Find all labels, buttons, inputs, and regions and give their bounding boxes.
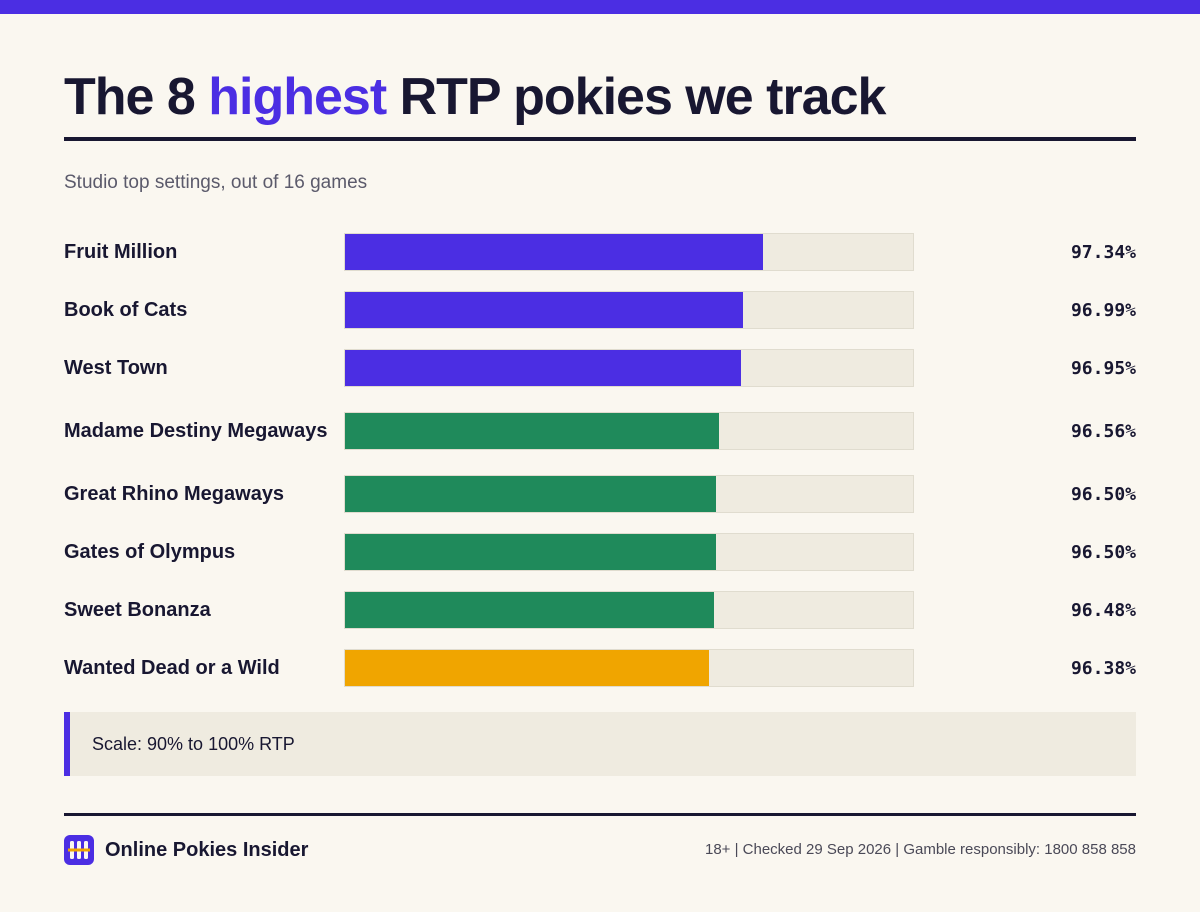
bar-label: Wanted Dead or a Wild (64, 656, 280, 679)
bar-fill (345, 413, 719, 449)
bar-fill (345, 350, 741, 386)
bar-value-label: 96.95% (1070, 357, 1136, 379)
chart-row: Great Rhino Megaways 96.50% (64, 474, 1136, 514)
bar-fill (345, 650, 709, 686)
bar-value-label: 96.48% (1070, 599, 1136, 621)
bar-track (344, 349, 914, 387)
bar-label: Great Rhino Megaways (64, 482, 285, 505)
bar-track (344, 233, 914, 271)
bar-track (344, 649, 914, 687)
scale-note-text: Scale: 90% to 100% RTP (92, 733, 295, 754)
chart-row: Sweet Bonanza 96.48% (64, 590, 1136, 630)
bar-fill (345, 534, 716, 570)
bar-value-label: 96.38% (1070, 657, 1136, 679)
bar-label: Madame Destiny Megaways (64, 419, 328, 442)
bar-label: Book of Cats (64, 298, 188, 321)
footer-disclaimer: 18+ | Checked 29 Sep 2026 | Gamble respo… (704, 841, 1136, 858)
bar-fill (345, 292, 743, 328)
chart-subtitle: Studio top settings, out of 16 games (64, 172, 368, 193)
title-highlight: highest (208, 68, 387, 126)
slot-reels-icon (64, 835, 94, 865)
bar-label: West Town (64, 356, 168, 379)
bar-track (344, 412, 914, 450)
title-divider (64, 137, 1136, 141)
bar-value-label: 96.50% (1070, 483, 1136, 505)
chart-row: West Town 96.95% (64, 348, 1136, 388)
footer-divider (64, 813, 1136, 816)
bar-track (344, 591, 914, 629)
scale-note-accent (64, 712, 70, 776)
bar-track (344, 533, 914, 571)
bar-label: Gates of Olympus (64, 540, 236, 563)
bar-fill (345, 234, 763, 270)
title-part-2: RTP pokies we track (386, 68, 887, 126)
bar-value-label: 97.34% (1070, 241, 1136, 263)
chart-row: Gates of Olympus 96.50% (64, 532, 1136, 572)
bar-fill (345, 476, 716, 512)
title-part-1: The 8 (64, 68, 209, 126)
bar-value-label: 96.50% (1070, 541, 1136, 563)
bar-value-label: 96.56% (1070, 420, 1136, 442)
scale-note: Scale: 90% to 100% RTP (64, 712, 1136, 776)
bar-value-label: 96.99% (1070, 299, 1136, 321)
bar-track (344, 475, 914, 513)
chart-row: Fruit Million 97.34% (64, 232, 1136, 272)
bar-label: Fruit Million (64, 240, 178, 263)
chart-row: Book of Cats 96.99% (64, 290, 1136, 330)
page-title: The 8 highest RTP pokies we track (64, 66, 887, 128)
chart-row: Madame Destiny Megaways 96.56% (64, 406, 1136, 456)
brand-name: Online Pokies Insider (105, 839, 309, 861)
chart-row: Wanted Dead or a Wild 96.38% (64, 648, 1136, 688)
top-accent-bar (0, 0, 1200, 14)
bar-fill (345, 592, 714, 628)
bar-label: Sweet Bonanza (64, 598, 211, 621)
bar-track (344, 291, 914, 329)
